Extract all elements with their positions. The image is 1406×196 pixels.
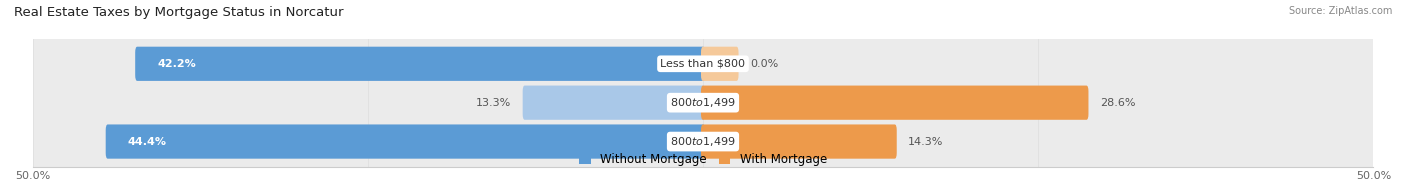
FancyBboxPatch shape xyxy=(32,67,1374,138)
Text: 42.2%: 42.2% xyxy=(157,59,195,69)
FancyBboxPatch shape xyxy=(702,47,738,81)
Text: Real Estate Taxes by Mortgage Status in Norcatur: Real Estate Taxes by Mortgage Status in … xyxy=(14,6,343,19)
Text: 13.3%: 13.3% xyxy=(477,98,512,108)
Text: 28.6%: 28.6% xyxy=(1099,98,1136,108)
FancyBboxPatch shape xyxy=(702,86,1088,120)
FancyBboxPatch shape xyxy=(135,47,704,81)
FancyBboxPatch shape xyxy=(523,86,704,120)
FancyBboxPatch shape xyxy=(702,124,897,159)
Text: Source: ZipAtlas.com: Source: ZipAtlas.com xyxy=(1288,6,1392,16)
FancyBboxPatch shape xyxy=(32,28,1374,99)
FancyBboxPatch shape xyxy=(32,106,1374,177)
Text: 14.3%: 14.3% xyxy=(908,137,943,147)
Text: 44.4%: 44.4% xyxy=(128,137,167,147)
Text: $800 to $1,499: $800 to $1,499 xyxy=(671,96,735,109)
FancyBboxPatch shape xyxy=(105,124,704,159)
Text: 0.0%: 0.0% xyxy=(749,59,778,69)
Legend: Without Mortgage, With Mortgage: Without Mortgage, With Mortgage xyxy=(574,149,832,171)
Text: $800 to $1,499: $800 to $1,499 xyxy=(671,135,735,148)
Text: Less than $800: Less than $800 xyxy=(661,59,745,69)
